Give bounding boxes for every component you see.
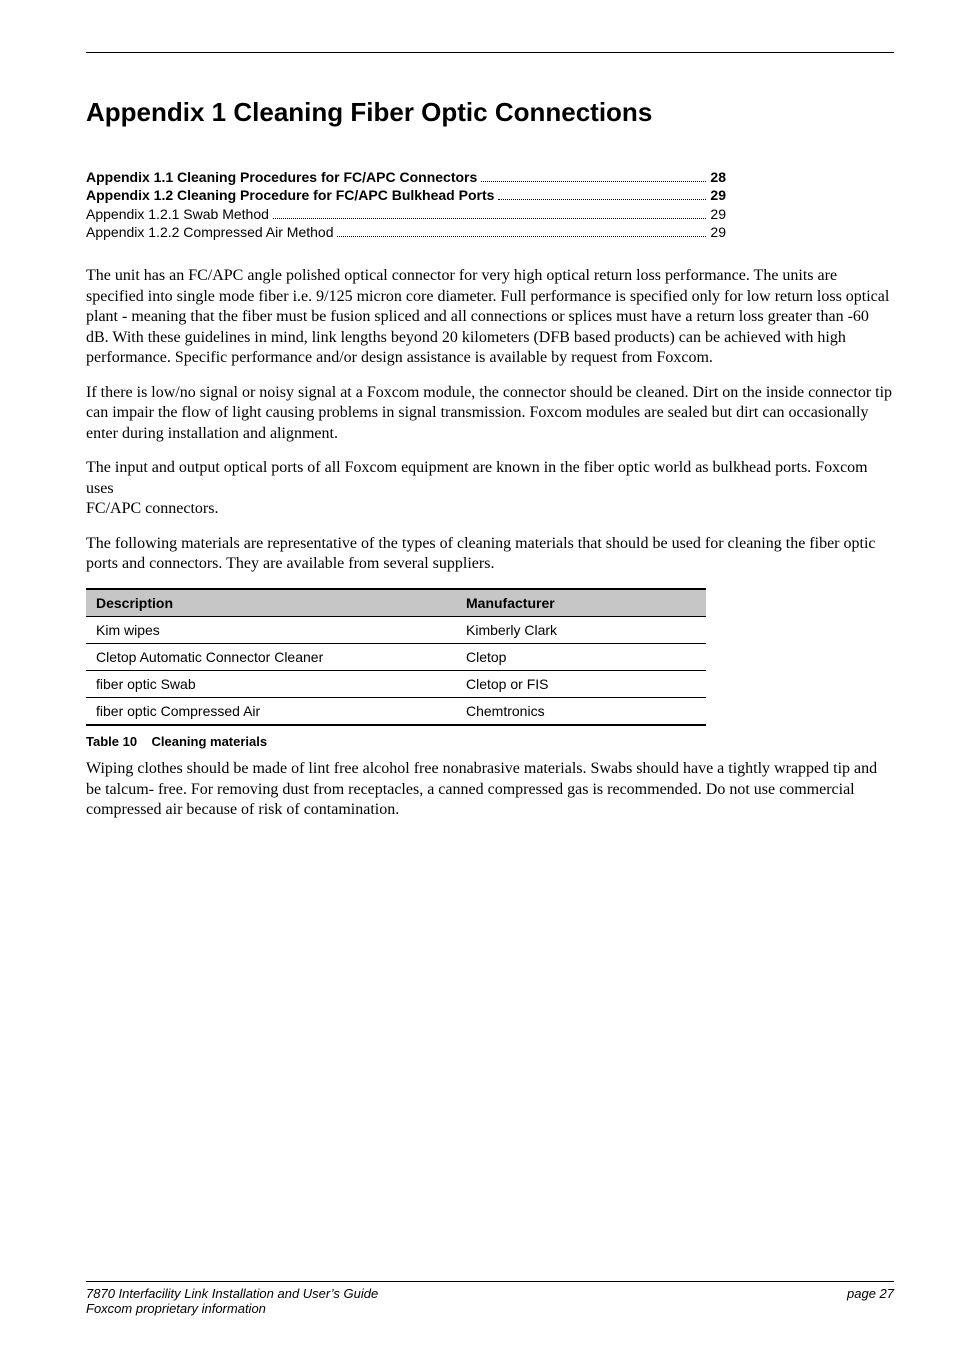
appendix-title: Appendix 1 Cleaning Fiber Optic Connecti… bbox=[86, 97, 894, 128]
table-cell: Chemtronics bbox=[456, 698, 706, 726]
paragraph: If there is low/no signal or noisy signa… bbox=[86, 383, 894, 444]
toc-page: 29 bbox=[710, 206, 726, 222]
table-cell: fiber optic Swab bbox=[86, 671, 456, 698]
cleaning-materials-table: Description Manufacturer Kim wipes Kimbe… bbox=[86, 588, 706, 726]
page-footer: 7870 Interfacility Link Installation and… bbox=[86, 1281, 894, 1316]
paragraph-line: The input and output optical ports of al… bbox=[86, 459, 868, 496]
toc-label: Appendix 1.1 Cleaning Procedures for FC/… bbox=[86, 169, 477, 185]
footer-right: page 27 bbox=[847, 1286, 894, 1316]
table-cell: Cletop Automatic Connector Cleaner bbox=[86, 644, 456, 671]
body-text: The unit has an FC/APC angle polished op… bbox=[86, 266, 894, 574]
paragraph: The following materials are representati… bbox=[86, 534, 894, 575]
body-text: Wiping clothes should be made of lint fr… bbox=[86, 759, 894, 820]
toc-page: 28 bbox=[710, 169, 726, 185]
table-caption: Table 10 Cleaning materials bbox=[86, 734, 894, 749]
table-row: Kim wipes Kimberly Clark bbox=[86, 617, 706, 644]
table-caption-text: Cleaning materials bbox=[152, 734, 268, 749]
table-caption-label: Table 10 bbox=[86, 734, 137, 749]
table-cell: Kimberly Clark bbox=[456, 617, 706, 644]
table-cell: Cletop bbox=[456, 644, 706, 671]
toc-row: Appendix 1.2.1 Swab Method 29 bbox=[86, 205, 726, 222]
toc-label: Appendix 1.2.2 Compressed Air Method bbox=[86, 224, 333, 240]
top-horizontal-rule bbox=[86, 52, 894, 53]
table-row: fiber optic Swab Cletop or FIS bbox=[86, 671, 706, 698]
toc-label: Appendix 1.2 Cleaning Procedure for FC/A… bbox=[86, 187, 494, 203]
table-cell: Kim wipes bbox=[86, 617, 456, 644]
toc-leader bbox=[273, 205, 707, 219]
table-header-row: Description Manufacturer bbox=[86, 589, 706, 617]
toc-label: Appendix 1.2.1 Swab Method bbox=[86, 206, 269, 222]
toc-leader bbox=[498, 187, 706, 201]
toc-leader bbox=[481, 168, 706, 182]
footer-doc-title: 7870 Interfacility Link Installation and… bbox=[86, 1286, 378, 1301]
paragraph: The input and output optical ports of al… bbox=[86, 458, 894, 519]
paragraph-line: FC/APC connectors. bbox=[86, 500, 218, 517]
footer-rule bbox=[86, 1281, 894, 1282]
toc-row: Appendix 1.1 Cleaning Procedures for FC/… bbox=[86, 168, 726, 185]
paragraph: Wiping clothes should be made of lint fr… bbox=[86, 759, 894, 820]
table-header-cell: Description bbox=[86, 589, 456, 617]
table-row: fiber optic Compressed Air Chemtronics bbox=[86, 698, 706, 726]
footer-proprietary: Foxcom proprietary information bbox=[86, 1301, 266, 1316]
toc-leader bbox=[337, 224, 706, 238]
table-of-contents: Appendix 1.1 Cleaning Procedures for FC/… bbox=[86, 168, 726, 240]
toc-row: Appendix 1.2.2 Compressed Air Method 29 bbox=[86, 224, 726, 241]
toc-row: Appendix 1.2 Cleaning Procedure for FC/A… bbox=[86, 187, 726, 204]
table-header-cell: Manufacturer bbox=[456, 589, 706, 617]
table-cell: fiber optic Compressed Air bbox=[86, 698, 456, 726]
footer-left: 7870 Interfacility Link Installation and… bbox=[86, 1286, 378, 1316]
table-row: Cletop Automatic Connector Cleaner Cleto… bbox=[86, 644, 706, 671]
table-cell: Cletop or FIS bbox=[456, 671, 706, 698]
paragraph: The unit has an FC/APC angle polished op… bbox=[86, 266, 894, 368]
toc-page: 29 bbox=[710, 187, 726, 203]
toc-page: 29 bbox=[710, 224, 726, 240]
footer-page-number: page 27 bbox=[847, 1286, 894, 1301]
